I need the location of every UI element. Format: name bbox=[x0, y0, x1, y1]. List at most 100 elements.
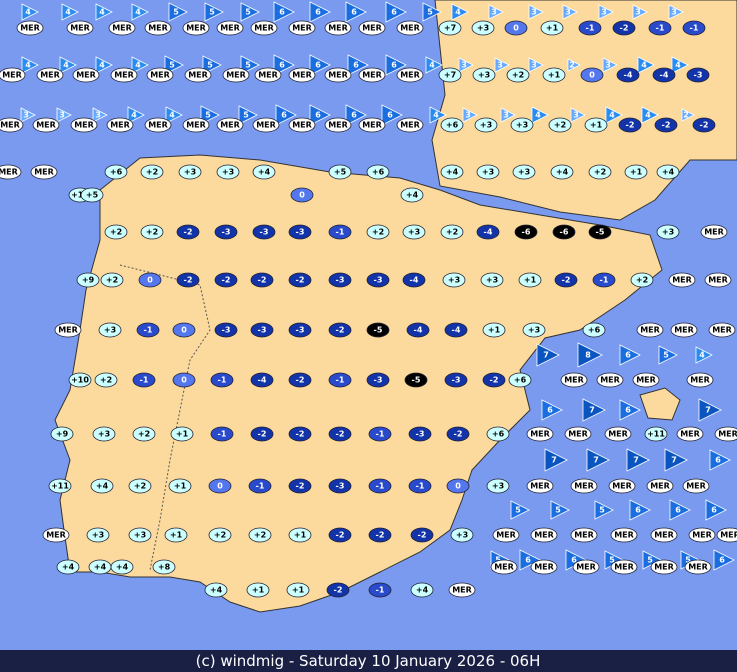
temperature-label: +7 bbox=[444, 71, 456, 80]
temperature-label: -2 bbox=[296, 376, 305, 385]
temperature-label: MER bbox=[292, 121, 312, 130]
temperature-label: +4 bbox=[210, 586, 223, 595]
temperature-label: -1 bbox=[376, 586, 385, 595]
temperature bbox=[328, 372, 352, 388]
wind-speed: 6 bbox=[547, 406, 553, 415]
temperature bbox=[250, 426, 274, 442]
temperature bbox=[682, 20, 706, 36]
temperature bbox=[552, 224, 576, 240]
temperature bbox=[42, 527, 70, 543]
temperature bbox=[610, 527, 638, 543]
temperature-label: MER bbox=[70, 24, 90, 33]
temperature bbox=[254, 67, 282, 83]
temperature bbox=[76, 272, 100, 288]
temperature-label: +2 bbox=[594, 168, 606, 177]
temperature bbox=[440, 224, 464, 240]
temperature-label: MER bbox=[150, 71, 170, 80]
temperature-label: MER bbox=[608, 430, 628, 439]
temperature-label: +2 bbox=[146, 228, 158, 237]
temperature bbox=[402, 272, 426, 288]
temperature bbox=[656, 164, 680, 180]
wind-arrow bbox=[658, 345, 678, 365]
temperature bbox=[132, 426, 156, 442]
temperature-label: -2 bbox=[336, 531, 345, 540]
wind-arrow bbox=[567, 58, 581, 72]
temperature-label: -3 bbox=[260, 228, 269, 237]
temperature-label: +3 bbox=[528, 326, 540, 335]
temperature bbox=[404, 372, 428, 388]
temperature-label: +3 bbox=[134, 531, 146, 540]
temperature-label: +1 bbox=[630, 168, 643, 177]
temperature-label: -3 bbox=[452, 376, 461, 385]
temperature bbox=[582, 322, 606, 338]
wind-arrow bbox=[429, 106, 447, 124]
temperature bbox=[368, 426, 392, 442]
temperature bbox=[688, 527, 716, 543]
temperature bbox=[214, 224, 238, 240]
temperature-label: +1 bbox=[294, 531, 307, 540]
temperature bbox=[288, 426, 312, 442]
temperature bbox=[676, 426, 704, 442]
temperature bbox=[530, 559, 558, 575]
wind-speed: 3 bbox=[503, 111, 509, 120]
temperature bbox=[526, 478, 554, 494]
temperature-label: MER bbox=[328, 121, 348, 130]
temperature-label: +8 bbox=[158, 563, 171, 572]
temperature-label: MER bbox=[186, 24, 206, 33]
temperature bbox=[72, 67, 100, 83]
wind-speed: 5 bbox=[205, 111, 211, 120]
wind-speed: 5 bbox=[495, 556, 501, 565]
wind-speed: 5 bbox=[245, 61, 251, 70]
temperature-label: MER bbox=[672, 276, 692, 285]
wind-speed: 4 bbox=[25, 61, 31, 70]
temperature-label: +3 bbox=[478, 71, 490, 80]
wind-arrow bbox=[381, 104, 403, 126]
temperature bbox=[170, 426, 194, 442]
temperature-label: MER bbox=[704, 228, 724, 237]
wind-speed: 4 bbox=[429, 61, 435, 70]
temperature bbox=[288, 67, 316, 83]
temperature-label: MER bbox=[400, 121, 420, 130]
temperature-label: 0 bbox=[147, 276, 153, 285]
temperature bbox=[0, 164, 22, 180]
temperature bbox=[204, 582, 228, 598]
wind-speed: 3 bbox=[531, 61, 537, 70]
temperature-label: +3 bbox=[222, 168, 234, 177]
temperature bbox=[358, 117, 386, 133]
temperature-label: -2 bbox=[376, 531, 385, 540]
temperature-label: +2 bbox=[214, 531, 226, 540]
temperature-label: MER bbox=[40, 71, 60, 80]
wind-speed: 4 bbox=[609, 111, 615, 120]
temperature-label: +1 bbox=[590, 121, 603, 130]
temperature bbox=[650, 559, 678, 575]
temperature-label: +1 bbox=[174, 482, 187, 491]
temperature-label: -2 bbox=[184, 276, 193, 285]
temperature-label: +3 bbox=[516, 121, 528, 130]
temperature-label: -4 bbox=[410, 276, 419, 285]
temperature bbox=[514, 224, 538, 240]
temperature-label: -4 bbox=[484, 228, 493, 237]
wind-arrow bbox=[605, 106, 623, 124]
wind-speed: 3 bbox=[465, 111, 471, 120]
temperature-label: -1 bbox=[690, 24, 699, 33]
france bbox=[431, 0, 737, 221]
wind-speed: 6 bbox=[635, 506, 641, 515]
wind-speed: 4 bbox=[99, 8, 105, 17]
temperature bbox=[714, 426, 737, 442]
temperature bbox=[0, 117, 24, 133]
temperature-label: -2 bbox=[258, 430, 267, 439]
wind-arrow bbox=[200, 105, 220, 125]
wind-speed: 5 bbox=[207, 61, 213, 70]
temperature bbox=[216, 20, 244, 36]
wind-arrow bbox=[695, 346, 713, 364]
temperature bbox=[288, 20, 316, 36]
wind-arrow bbox=[626, 448, 650, 472]
temperature bbox=[108, 20, 136, 36]
temperature bbox=[708, 322, 736, 338]
temperature-label: -1 bbox=[416, 482, 425, 491]
temperature bbox=[504, 20, 528, 36]
wind-speed: 3 bbox=[23, 111, 29, 120]
temperature bbox=[30, 164, 58, 180]
temperature bbox=[368, 527, 392, 543]
wind-speed: 7 bbox=[589, 406, 595, 415]
